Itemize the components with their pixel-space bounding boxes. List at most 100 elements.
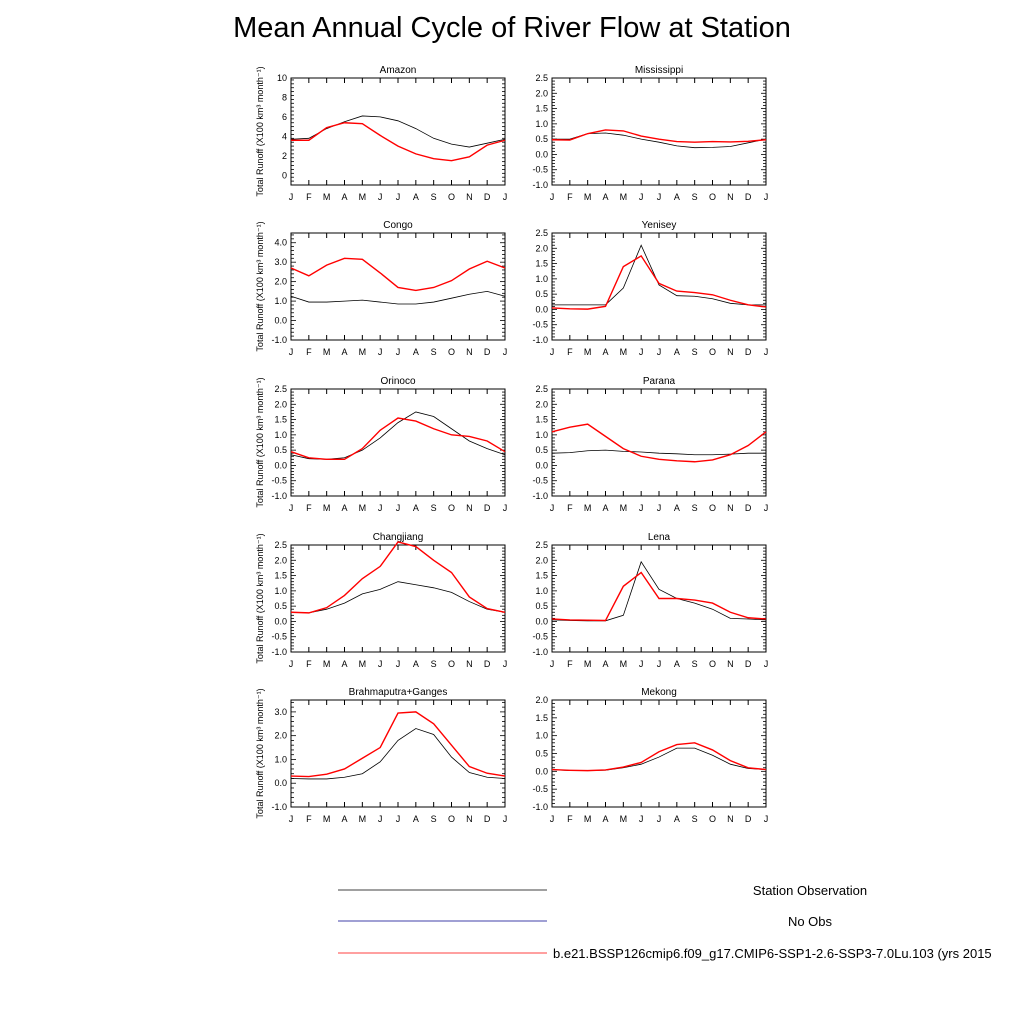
x-tick-label: J <box>639 347 644 357</box>
x-tick-label: J <box>657 347 662 357</box>
series-line-model <box>551 423 767 463</box>
x-tick-label: O <box>448 814 455 824</box>
x-tick-label: O <box>709 192 716 202</box>
y-tick-label: -1.0 <box>532 802 548 812</box>
y-tick-label: 1.0 <box>274 754 287 764</box>
x-tick-label: M <box>323 503 331 513</box>
x-tick-label: F <box>567 503 573 513</box>
y-axis-label: Total Runoff (X100 km³ month⁻¹) <box>255 533 265 663</box>
y-tick-label: 0.5 <box>535 134 548 144</box>
x-tick-label: O <box>448 192 455 202</box>
y-tick-label: 0.5 <box>535 445 548 455</box>
x-tick-label: O <box>448 659 455 669</box>
legend-label-0: Station Observation <box>753 883 867 898</box>
x-tick-label: S <box>431 347 437 357</box>
x-tick-label: M <box>584 503 592 513</box>
x-tick-label: N <box>466 814 473 824</box>
x-tick-label: J <box>503 347 508 357</box>
x-tick-label: J <box>764 347 769 357</box>
panel-title: Mekong <box>641 687 677 698</box>
x-tick-label: J <box>396 659 401 669</box>
y-tick-label: 0.0 <box>535 304 548 314</box>
y-tick-label: 2.0 <box>274 399 287 409</box>
x-tick-label: A <box>413 192 419 202</box>
plot-frame <box>290 77 506 186</box>
y-tick-label: 0.0 <box>535 766 548 776</box>
x-tick-label: J <box>657 814 662 824</box>
x-tick-label: N <box>466 659 473 669</box>
y-tick-label: 3.0 <box>274 257 287 267</box>
x-tick-label: A <box>602 503 608 513</box>
y-tick-label: 2.5 <box>274 384 287 394</box>
x-tick-label: F <box>306 814 312 824</box>
x-tick-label: J <box>378 659 383 669</box>
y-tick-label: -1.0 <box>532 647 548 657</box>
y-tick-label: -0.5 <box>532 165 548 175</box>
series-line-model <box>551 571 767 622</box>
plot-frame <box>290 232 506 341</box>
y-tick-label: 1.5 <box>535 104 548 114</box>
y-tick-label: 2.5 <box>535 384 548 394</box>
x-tick-label: J <box>289 659 294 669</box>
series-line-model <box>290 417 506 461</box>
y-tick-label: -1.0 <box>532 180 548 190</box>
y-tick-label: 4.0 <box>274 238 287 248</box>
y-tick-label: 0.5 <box>535 601 548 611</box>
y-tick-label: -0.5 <box>532 476 548 486</box>
series-line-observation <box>290 290 506 305</box>
panel-title: Brahmaputra+Ganges <box>349 687 448 698</box>
x-tick-label: S <box>431 503 437 513</box>
x-tick-label: A <box>674 659 680 669</box>
y-tick-label: 2.0 <box>535 695 548 705</box>
x-tick-label: A <box>413 347 419 357</box>
panel-title: Mississippi <box>635 65 683 76</box>
x-tick-label: M <box>584 814 592 824</box>
x-tick-label: F <box>567 347 573 357</box>
y-tick-label: -1.0 <box>271 647 287 657</box>
y-tick-label: 2.5 <box>535 228 548 238</box>
x-tick-label: D <box>484 814 491 824</box>
x-tick-label: A <box>341 814 347 824</box>
plot-frame <box>290 699 506 808</box>
x-tick-label: J <box>378 347 383 357</box>
x-tick-label: N <box>727 814 734 824</box>
y-tick-label: 2.0 <box>535 243 548 253</box>
plot-frame <box>551 388 767 497</box>
series-line-model <box>290 257 506 292</box>
y-tick-label: -0.5 <box>271 632 287 642</box>
y-tick-label: 2.0 <box>274 731 287 741</box>
y-tick-label: 1.5 <box>274 571 287 581</box>
x-tick-label: S <box>431 814 437 824</box>
series-line-observation <box>552 244 766 306</box>
y-tick-label: 2.5 <box>535 540 548 550</box>
x-tick-label: D <box>484 659 491 669</box>
x-tick-label: M <box>359 814 367 824</box>
y-tick-label: 8 <box>282 92 287 102</box>
panel-title: Orinoco <box>380 376 415 387</box>
x-tick-label: A <box>674 503 680 513</box>
y-tick-label: 0.0 <box>274 316 287 326</box>
y-tick-label: 1.0 <box>535 274 548 284</box>
x-tick-label: A <box>674 814 680 824</box>
y-tick-label: 2.0 <box>535 88 548 98</box>
x-tick-label: A <box>602 347 608 357</box>
y-tick-label: 1.0 <box>274 430 287 440</box>
y-tick-label: 1.0 <box>535 586 548 596</box>
x-tick-label: J <box>503 659 508 669</box>
x-tick-label: O <box>709 347 716 357</box>
x-tick-label: J <box>639 503 644 513</box>
series-line-observation <box>290 115 506 148</box>
x-tick-label: M <box>359 347 367 357</box>
x-tick-label: J <box>639 659 644 669</box>
y-tick-label: 6 <box>282 112 287 122</box>
x-tick-label: N <box>727 192 734 202</box>
y-tick-label: -0.5 <box>532 320 548 330</box>
x-tick-label: J <box>396 503 401 513</box>
x-tick-label: J <box>657 659 662 669</box>
y-tick-label: 0.5 <box>535 749 548 759</box>
panel-title: Amazon <box>380 65 417 76</box>
x-tick-label: J <box>289 347 294 357</box>
x-tick-label: J <box>503 503 508 513</box>
x-tick-label: O <box>448 347 455 357</box>
